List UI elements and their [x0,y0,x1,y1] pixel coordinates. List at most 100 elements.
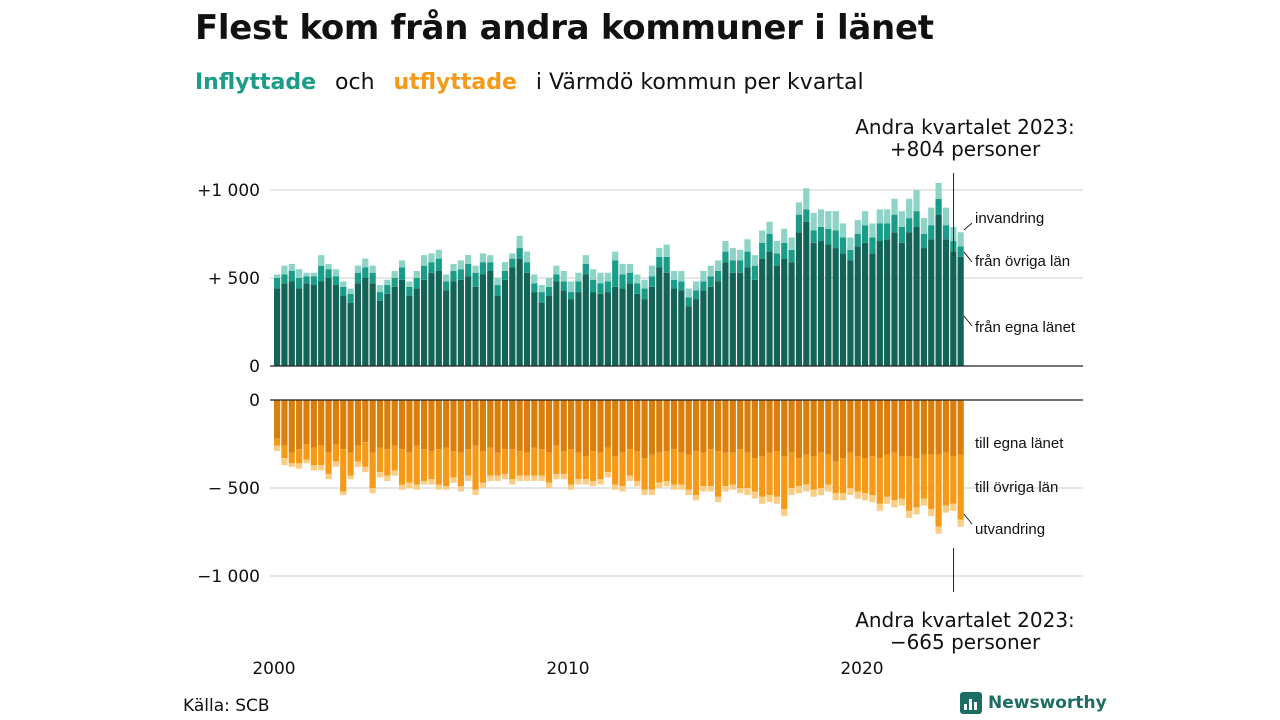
bar-out [531,400,538,448]
bar-out [759,496,766,504]
bar-out [781,456,788,510]
bar-in [663,256,670,273]
bar-in [656,256,663,268]
bar-in [428,253,435,263]
bar-out [869,400,876,457]
bar-in [501,279,509,366]
bar-in [413,288,420,366]
bar-in [773,241,780,254]
bar-in [384,279,391,286]
bar-out [759,456,766,497]
bar-in [435,258,442,271]
bar-in [656,267,663,366]
bar-in [781,242,788,259]
bar-out [825,484,832,492]
bar-out [406,482,413,488]
bar-out [568,400,575,450]
bar-in [876,209,883,224]
bar-in [612,251,619,261]
bar-out [362,400,369,443]
bar-out [685,400,692,455]
bar-in [296,278,303,289]
bar-in [332,269,339,277]
bar-out [553,445,560,474]
bar-in [737,249,744,261]
bar-in [795,202,803,215]
bar-out [737,449,744,488]
bar-out [362,466,369,473]
bar-in [354,265,362,273]
bar-out [634,451,641,481]
bar-in [744,239,751,252]
bar-in [369,283,376,366]
bar-in [942,239,950,366]
bar-in [825,244,832,366]
bar-out [421,480,428,485]
bar-out [810,456,817,490]
bar-out [347,475,354,480]
bar-in [847,249,854,261]
bar-out [523,475,531,481]
bar-out [920,498,927,506]
bar-in [634,293,641,366]
bar-in [538,302,545,366]
bar-out [884,454,891,497]
annotation-bottom-line1: Andra kvartalet 2023: [855,608,1075,632]
bar-in [634,283,641,294]
bar-out [487,447,494,476]
bar-in [325,263,332,270]
bar-in [744,251,751,268]
bar-out [612,484,619,490]
bar-out [751,491,758,499]
bar-in [906,232,913,366]
bar-out [523,400,531,453]
bar-in [347,302,354,366]
bar-out [803,484,810,492]
bar-in [340,286,347,296]
bar-in [479,274,486,366]
bar-in [384,285,391,294]
bar-out [553,400,560,446]
bar-in [847,260,854,366]
bar-in [560,290,567,366]
bar-in [692,290,700,300]
bar-out [604,472,611,478]
bar-out [920,400,927,455]
bar-in [722,251,729,263]
bar-out [626,475,633,481]
bar-out [501,449,509,474]
bar-in [700,270,707,282]
bar-in [685,288,692,298]
bar-out [428,451,435,480]
label-leader [963,315,973,327]
bar-in [795,232,803,366]
bar-in [472,265,479,273]
bar-in [523,262,531,273]
bar-out [391,445,398,471]
bar-in [274,274,281,278]
bar-in [421,265,428,280]
bar-in [766,234,773,252]
chart-subtitle: Inflyttade och utflyttade i Värmdö kommu… [195,70,876,95]
bar-out [310,465,317,471]
bar-in [516,235,523,249]
bar-in [553,281,560,366]
bar-in [568,299,575,366]
bar-in [391,270,398,278]
bar-out [773,400,780,452]
bar-in [362,267,369,278]
bar-in [575,272,582,282]
bar-in [920,248,927,366]
bar-out [869,456,876,496]
bar-out [560,473,567,480]
bar-in [303,276,310,284]
bar-out [626,449,633,476]
bar-in [869,237,876,254]
bar-out [274,438,281,446]
bar-out [376,472,384,478]
bar-in [766,251,773,366]
bar-in [391,286,398,366]
bar-in [281,274,288,284]
bar-in [568,281,575,293]
bar-in [288,281,295,366]
